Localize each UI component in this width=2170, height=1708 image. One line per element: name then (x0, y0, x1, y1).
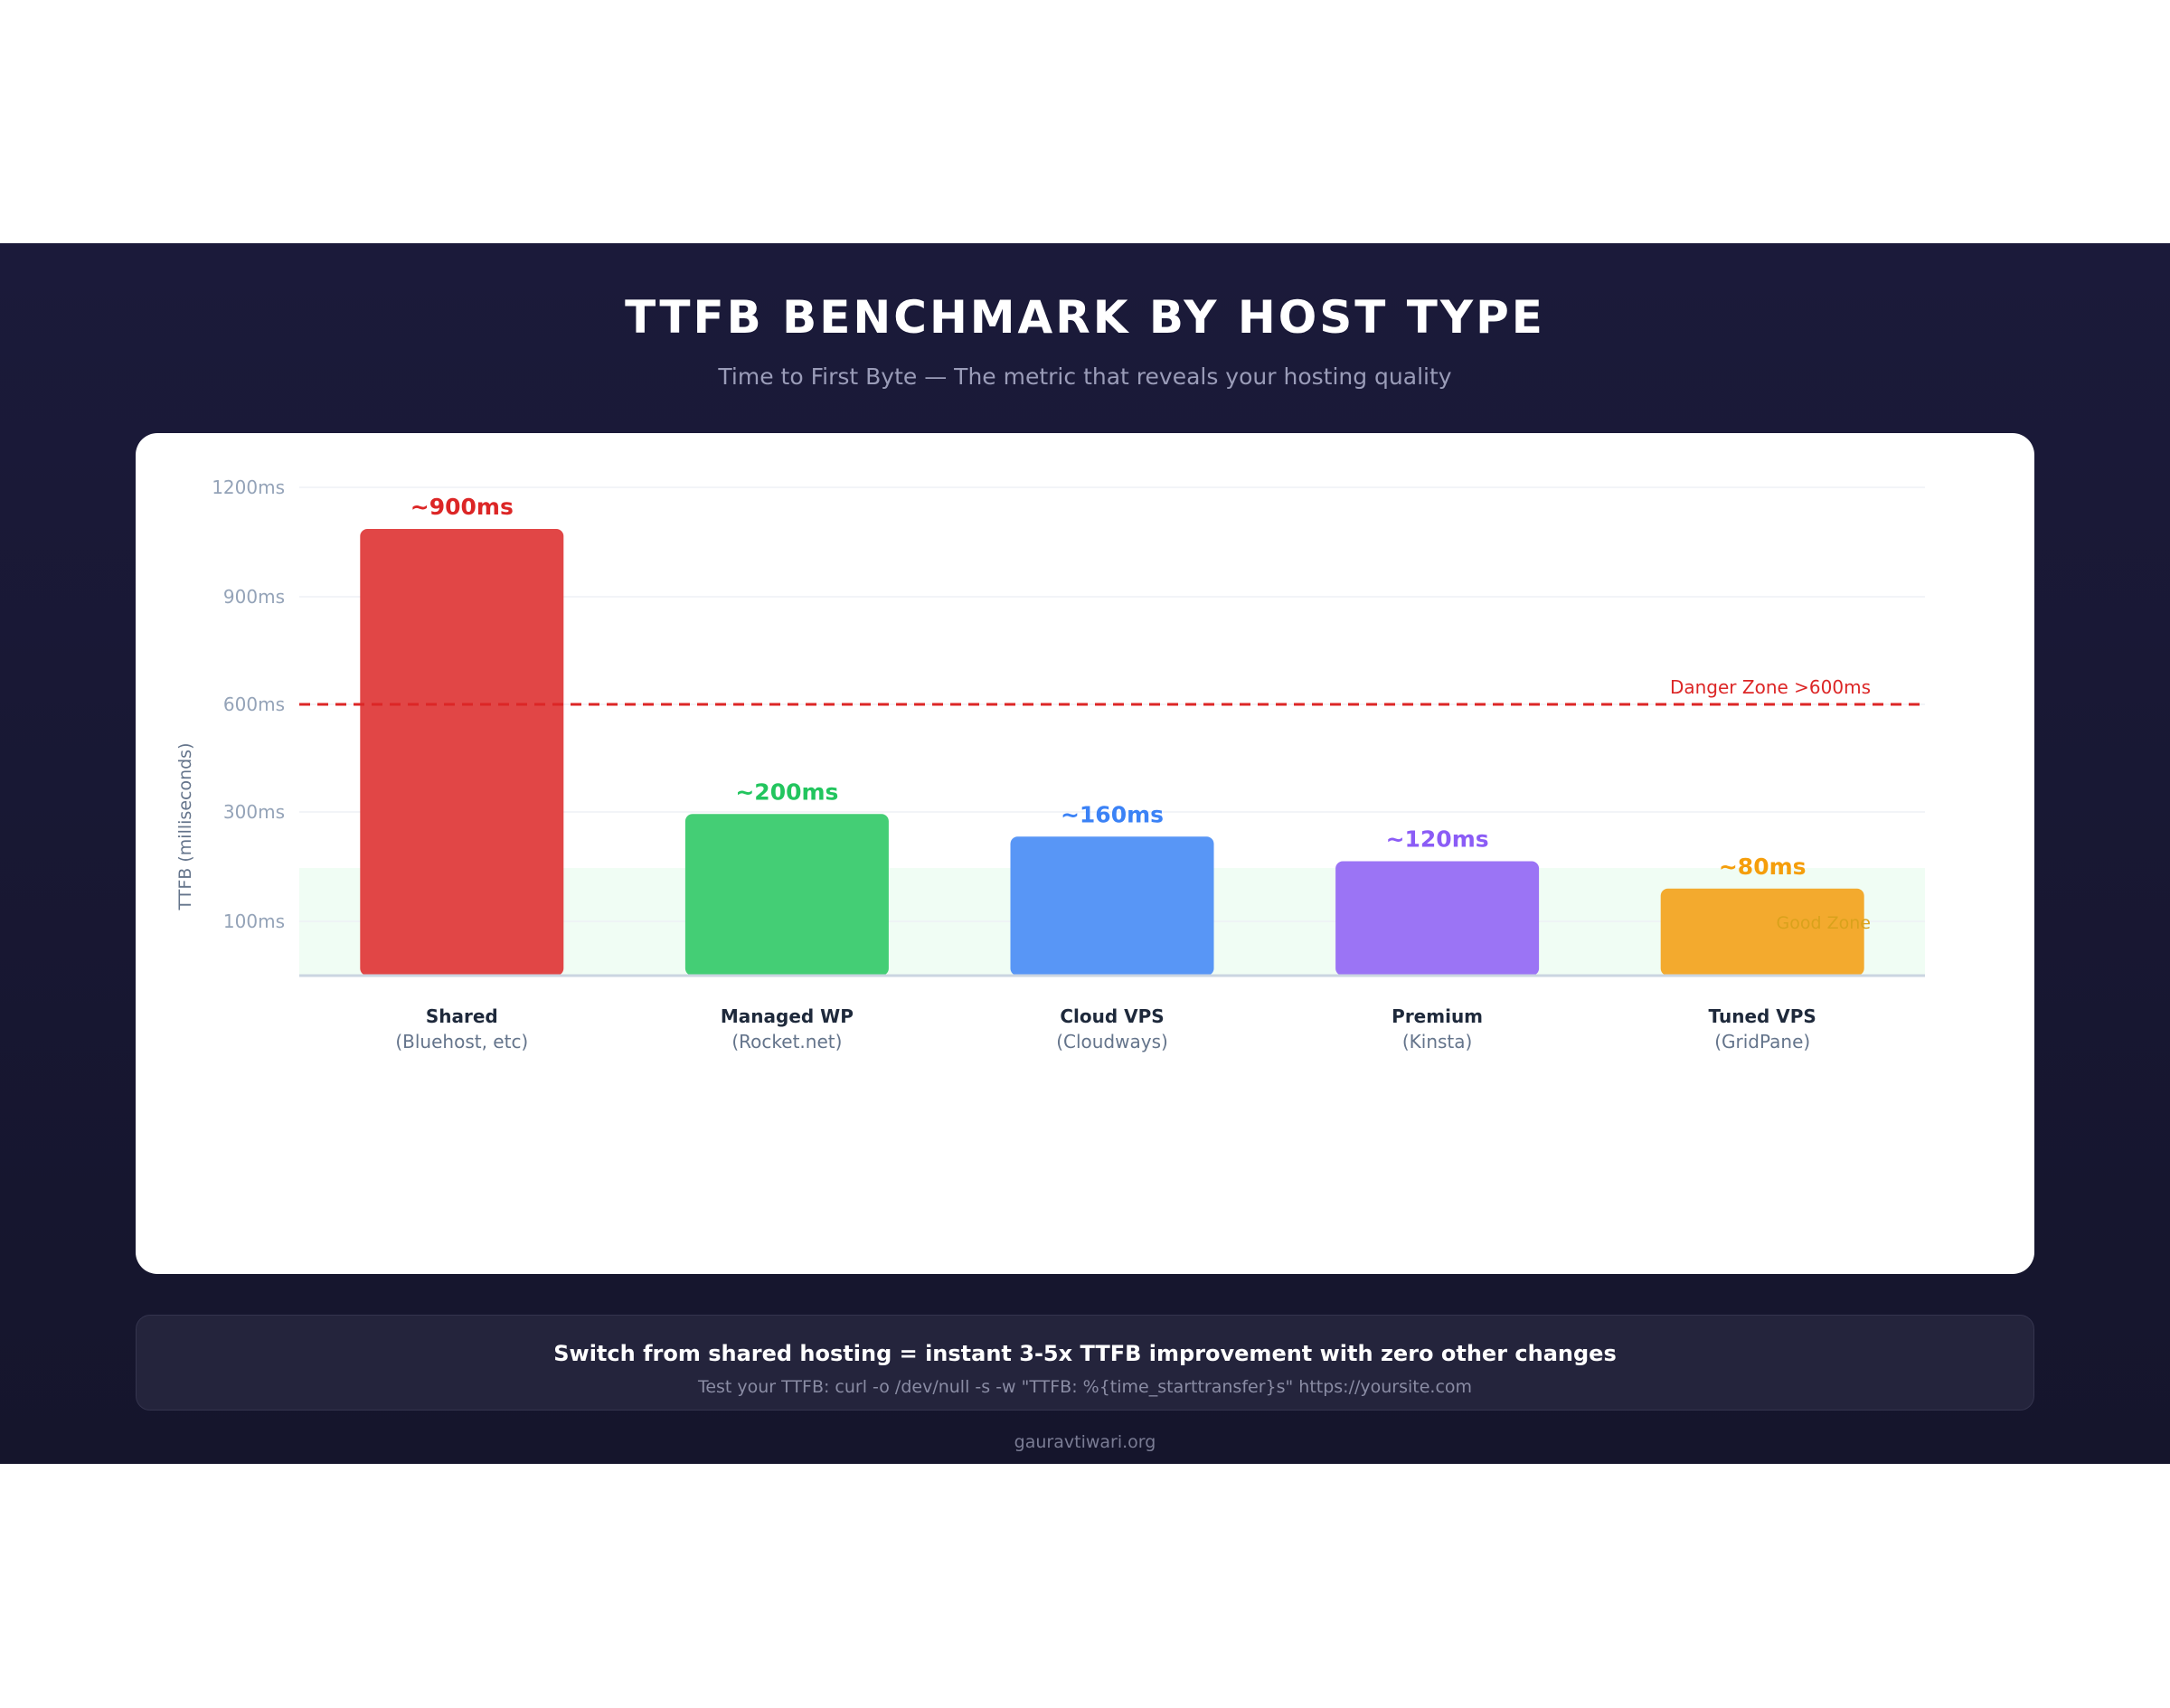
y-tick-label: 1200ms (212, 477, 285, 498)
category-label: Premium (1392, 1005, 1483, 1027)
category-label: Shared (426, 1005, 498, 1027)
y-tick-label: 100ms (223, 911, 285, 932)
bar-4 (1660, 888, 1864, 976)
value-label: ~80ms (1719, 854, 1807, 880)
danger-zone-label: Danger Zone >600ms (1670, 676, 1871, 698)
callout-box: Switch from shared hosting = instant 3-5… (136, 1315, 2034, 1411)
value-label: ~120ms (1386, 826, 1489, 852)
value-label: ~160ms (1061, 801, 1164, 827)
callout-sub: Test your TTFB: curl -o /dev/null -s -w … (697, 1377, 1473, 1397)
chart-card: 1200ms 900ms 600ms 300ms 100ms TTFB (millisec… (136, 433, 2034, 1274)
bar-3 (1335, 861, 1540, 976)
category-sublabel: (GridPane) (1714, 1031, 1810, 1052)
bar-chart: 1200ms 900ms 600ms 300ms 100ms TTFB (millisec… (175, 477, 1925, 1052)
y-axis-label: TTFB (milliseconds) (175, 743, 195, 911)
footer-credit: gauravtiwari.org (1014, 1432, 1156, 1452)
y-tick-label: 600ms (223, 694, 285, 715)
y-tick-label: 300ms (223, 801, 285, 823)
page-title: TTFB BENCHMARK BY HOST TYPE (625, 291, 1545, 344)
page-subtitle: Time to First Byte — The metric that rev… (718, 363, 1452, 390)
bar-0 (360, 529, 564, 976)
category-sublabel: (Kinsta) (1402, 1031, 1472, 1052)
good-zone-label: Good Zone (1777, 913, 1871, 933)
category-sublabel: (Bluehost, etc) (395, 1031, 528, 1052)
y-tick-label: 900ms (223, 586, 285, 608)
category-sublabel: (Rocket.net) (731, 1031, 842, 1052)
category-label: Tuned VPS (1709, 1005, 1816, 1027)
bar-1 (684, 814, 889, 976)
category-label: Cloud VPS (1060, 1005, 1164, 1027)
bar-2 (1010, 836, 1214, 976)
category-sublabel: (Cloudways) (1056, 1031, 1168, 1052)
callout-main: Switch from shared hosting = instant 3-5… (553, 1341, 1617, 1366)
value-label: ~900ms (410, 494, 514, 520)
category-label: Managed WP (721, 1005, 854, 1027)
value-label: ~200ms (735, 779, 838, 805)
